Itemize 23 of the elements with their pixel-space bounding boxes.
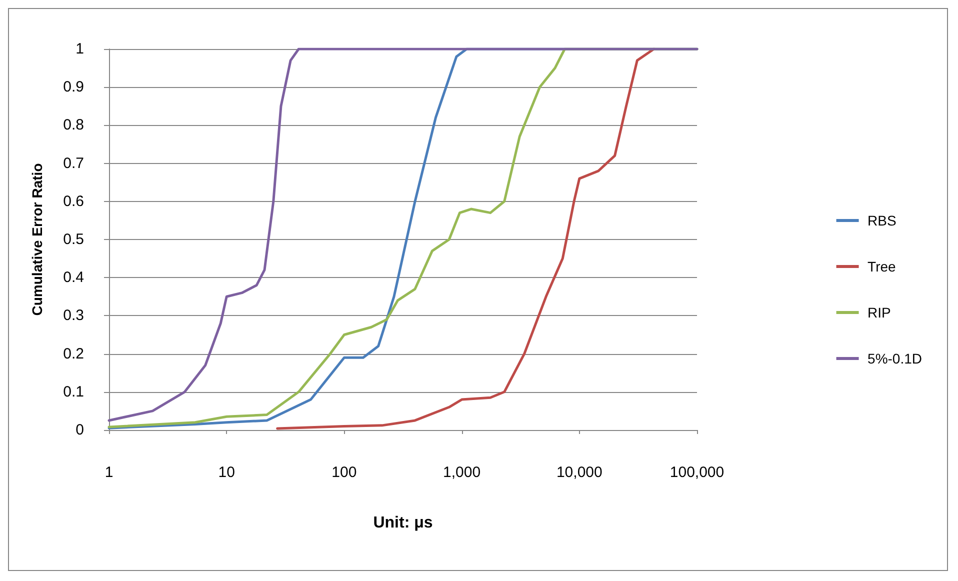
y-tick-label: 0.9	[63, 78, 84, 96]
legend-label: RIP	[868, 304, 891, 320]
x-tick-label: 10	[218, 464, 235, 481]
y-tick-label: 0.8	[63, 116, 84, 134]
y-axis-title: Cumulative Error Ratio	[29, 163, 45, 316]
x-axis-title: Unit: μs	[373, 514, 433, 532]
x-tick-label: 100	[332, 464, 357, 481]
x-tick-label: 100,000	[670, 464, 724, 481]
x-tick-label: 1,000	[443, 464, 481, 481]
legend-label: 5%-0.1D	[868, 350, 922, 366]
x-tick-label: 1	[104, 464, 114, 481]
y-tick-label: 0	[76, 422, 84, 438]
legend-label: RBS	[868, 212, 896, 228]
y-tick-label: 0.1	[63, 383, 84, 400]
y-tick-label: 0.6	[63, 192, 84, 210]
x-tick-label: 10,000	[556, 464, 602, 481]
y-tick-label: 0.3	[63, 307, 84, 324]
legend-label: Tree	[868, 258, 896, 274]
y-tick-label: 0.7	[63, 154, 84, 172]
y-tick-label: 0.5	[63, 231, 84, 248]
y-tick-label: 0.4	[63, 269, 84, 286]
y-tick-label: 1	[76, 40, 84, 58]
y-tick-label: 0.2	[63, 345, 84, 362]
